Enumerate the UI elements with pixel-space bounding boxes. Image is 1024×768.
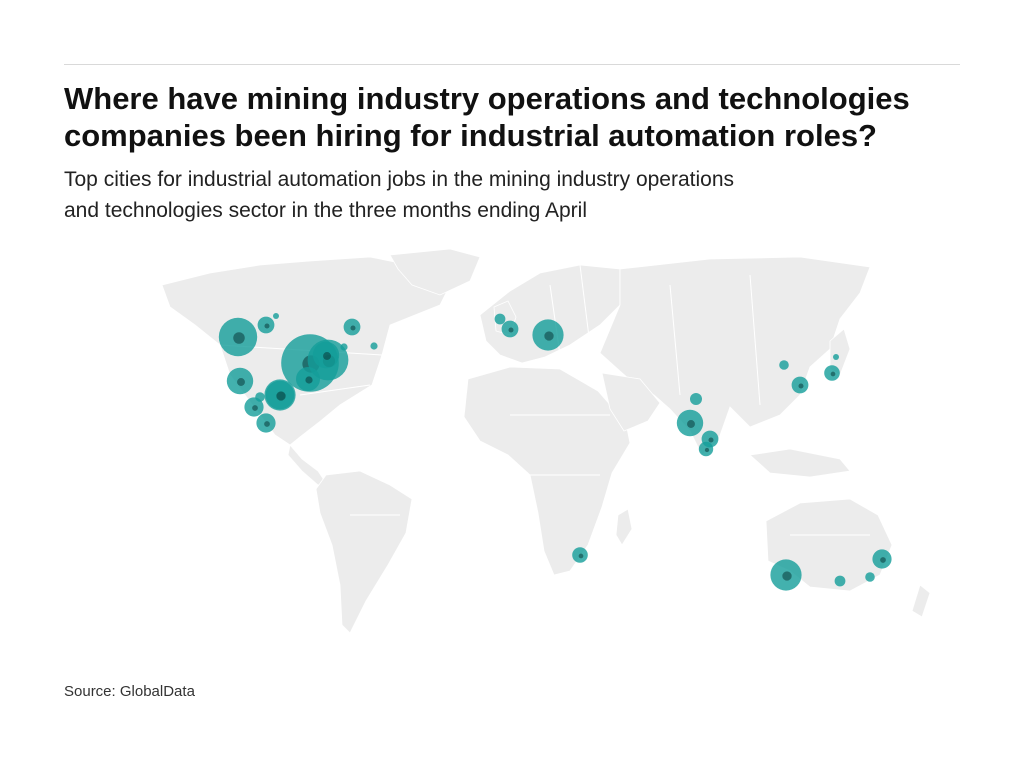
city-bubble-core-1 [264, 323, 270, 329]
land-new-zealand [911, 584, 931, 618]
city-bubble-core-11 [276, 391, 286, 401]
city-bubble-core-15 [264, 421, 270, 427]
city-bubble-uk-scotland[interactable] [494, 313, 506, 325]
city-bubble-core-12 [237, 378, 245, 386]
city-bubble-core-17 [508, 327, 514, 333]
city-bubble-core-25 [830, 371, 836, 377]
city-bubble-core-31 [880, 557, 886, 563]
chart-subtitle: Top cities for industrial automation job… [64, 164, 964, 226]
city-bubble-core-28 [782, 571, 792, 581]
title-line-1: Where have mining industry operations an… [64, 81, 910, 116]
city-bubble-core-19 [687, 420, 695, 428]
city-bubble-core-18 [544, 331, 554, 341]
world-map [150, 245, 940, 645]
city-bubble-core-27 [578, 553, 584, 559]
city-bubble-core-0 [233, 332, 245, 344]
bubble-layer [218, 313, 892, 591]
land-europe [479, 264, 621, 364]
subtitle-line-2: and technologies sector in the three mon… [64, 199, 588, 222]
city-bubble-core-21 [708, 437, 714, 443]
city-bubble-australia-melbourne[interactable] [865, 572, 875, 582]
source-note: Source: GlobalData [64, 683, 195, 700]
city-bubble-canada-newfoundland[interactable] [370, 342, 378, 350]
land-layer [161, 248, 931, 634]
land-asia [599, 256, 871, 456]
land-south-america [315, 470, 413, 634]
land-greenland [389, 248, 481, 296]
land-central-america [287, 444, 327, 486]
city-bubble-usa-southwest[interactable] [255, 392, 265, 402]
subtitle-line-1: Top cities for industrial automation job… [64, 168, 735, 191]
city-bubble-core-24 [798, 383, 804, 389]
world-map-svg [161, 248, 931, 634]
city-bubble-japan-north[interactable] [833, 354, 839, 360]
title-line-2: companies been hiring for industrial aut… [64, 118, 877, 153]
city-bubble-core-22 [704, 447, 710, 453]
city-bubble-core-7 [323, 352, 331, 360]
land-madagascar [615, 508, 633, 546]
land-se-asia-islands [749, 448, 851, 478]
city-bubble-core-8 [305, 376, 313, 384]
city-bubble-india-northwest[interactable] [690, 393, 702, 405]
city-bubble-australia-adelaide[interactable] [834, 575, 846, 587]
land-arabia [601, 372, 661, 432]
city-bubble-canada-british-columbia-north[interactable] [273, 313, 279, 319]
top-rule [64, 64, 960, 65]
city-bubble-core-13 [252, 405, 258, 411]
city-bubble-usa-northeast-coast[interactable] [340, 343, 348, 351]
land-africa [463, 366, 631, 576]
city-bubble-core-3 [350, 325, 356, 331]
chart-title: Where have mining industry operations an… [64, 80, 964, 154]
land-japan [829, 328, 851, 376]
city-bubble-china-beijing[interactable] [779, 360, 789, 370]
